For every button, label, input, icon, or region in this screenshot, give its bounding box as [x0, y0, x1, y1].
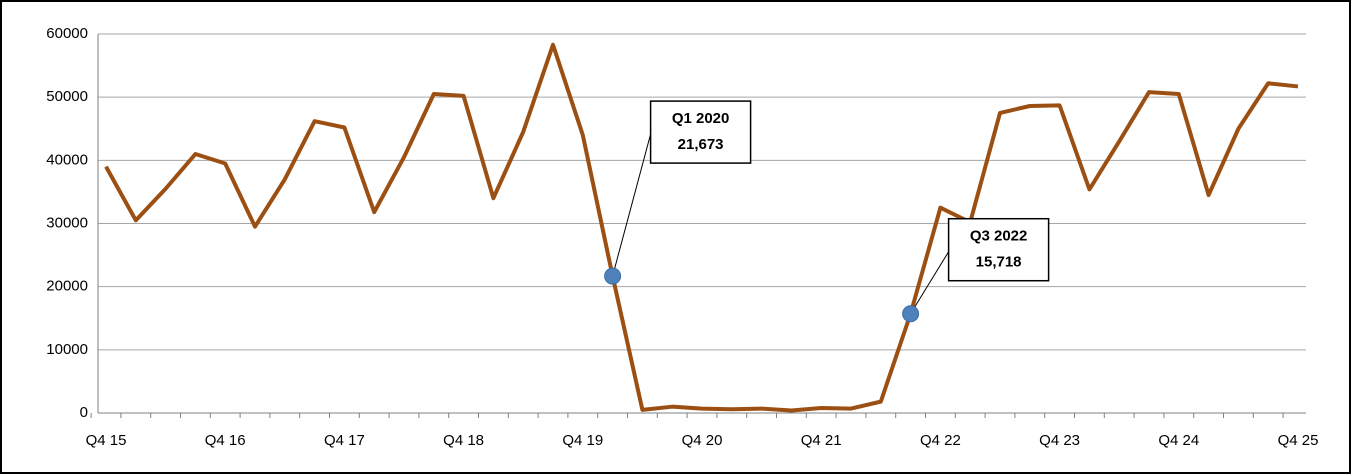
x-tick-label: Q4 21 [801, 432, 842, 449]
data-line [104, 42, 1299, 413]
annotation-box [649, 100, 752, 164]
y-tick-label: 30000 [46, 214, 88, 231]
x-tick-label: Q4 17 [324, 432, 365, 449]
x-tick-label: Q4 24 [1158, 432, 1199, 449]
highlight-point [604, 267, 622, 285]
annotation-label: Q3 2022 [970, 228, 1028, 245]
x-tick-label: Q4 20 [682, 432, 723, 449]
highlight-point [902, 305, 920, 323]
y-tick-label: 10000 [46, 341, 88, 358]
y-tick-label: 60000 [46, 25, 88, 42]
callout-line [910, 251, 950, 314]
y-tick-label: 40000 [46, 151, 88, 168]
y-tick-label: 50000 [46, 88, 88, 105]
annotation-label: Q1 2020 [672, 110, 730, 127]
annotation-value: 21,673 [678, 136, 724, 153]
annotation-box [947, 217, 1050, 282]
callout-line [612, 133, 652, 277]
x-tick-label: Q4 15 [86, 432, 127, 449]
x-tick-label: Q4 22 [920, 432, 961, 449]
x-tick-label: Q4 19 [562, 432, 603, 449]
x-tick-label: Q4 25 [1278, 432, 1319, 449]
y-tick-label: 0 [80, 404, 88, 421]
x-tick-label: Q4 16 [205, 432, 246, 449]
y-tick-label: 20000 [46, 278, 88, 295]
annotation-value: 15,718 [976, 254, 1022, 271]
x-tick-label: Q4 18 [443, 432, 484, 449]
x-tick-label: Q4 23 [1039, 432, 1080, 449]
